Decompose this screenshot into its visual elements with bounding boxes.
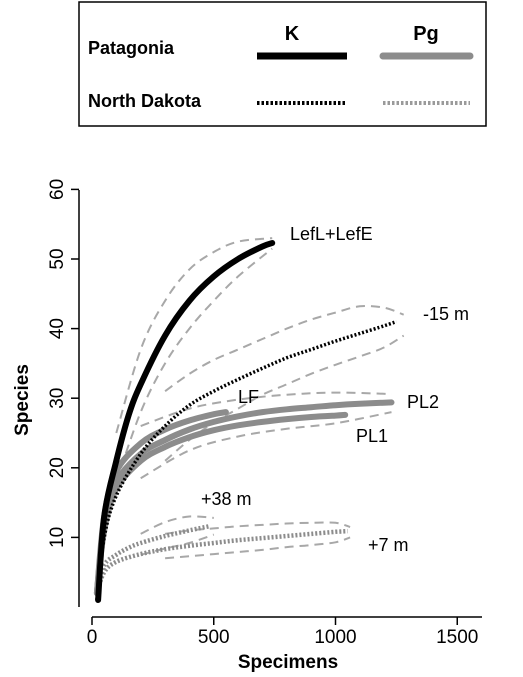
y-tick-label: 20 (47, 457, 68, 478)
confidence-band-lower (115, 247, 273, 483)
legend-row-north-dakota: North Dakota (88, 91, 202, 111)
series-label: PL2 (407, 392, 439, 412)
series-label: +38 m (201, 489, 252, 509)
legend: K Pg Patagonia North Dakota (78, 1, 487, 127)
axes: 10 20 30 40 50 60 0 500 1000 1500 Species Specim… (12, 179, 482, 673)
series-label: LefL+LefE (290, 224, 373, 244)
x-tick-label: 1500 (436, 627, 478, 648)
series-line-38-m (94, 524, 210, 594)
y-tick-label: 60 (47, 179, 68, 200)
y-tick-label: 50 (47, 248, 68, 269)
legend-frame (78, 1, 487, 127)
series-label: -15 m (423, 304, 469, 324)
x-tick-label: 1000 (314, 627, 356, 648)
legend-header-pg: Pg (413, 23, 439, 45)
confidence-band-upper (164, 521, 351, 535)
series-labels: LefL+LefE -15 m PL2 PL1 LF +38 m +7 m (201, 224, 469, 555)
series-line-15-m (95, 319, 397, 601)
x-tick-label: 0 (87, 627, 98, 648)
legend-header-k: K (285, 23, 300, 45)
series-label: +7 m (368, 535, 409, 555)
confidence-band-lower (140, 411, 392, 480)
y-tick-label: 10 (47, 527, 68, 548)
x-axis-ticks: 0 500 1000 1500 (87, 617, 478, 648)
series-label: LF (238, 387, 259, 407)
x-axis-title: Specimens (238, 652, 338, 673)
confidence-band-upper (115, 237, 273, 434)
series-line-7-m (94, 528, 348, 594)
series-label: PL1 (356, 426, 388, 446)
confidence-band-lower (164, 334, 405, 462)
y-axis-ticks: 10 20 30 40 50 60 (47, 179, 79, 548)
confidence-band-lower (165, 536, 351, 560)
rarefaction-curves (93, 240, 397, 603)
x-tick-label: 500 (198, 627, 230, 648)
confidence-bands (115, 237, 405, 560)
legend-row-patagonia: Patagonia (88, 38, 175, 58)
series-line-pl1 (93, 411, 349, 597)
series-line-pl2 (93, 399, 395, 597)
series-line-lefl-lefe (95, 240, 276, 603)
y-tick-label: 40 (47, 318, 68, 339)
confidence-band-upper (140, 515, 214, 535)
y-axis-title: Species (12, 364, 33, 436)
y-tick-label: 30 (47, 388, 68, 409)
confidence-band-upper (164, 304, 405, 393)
